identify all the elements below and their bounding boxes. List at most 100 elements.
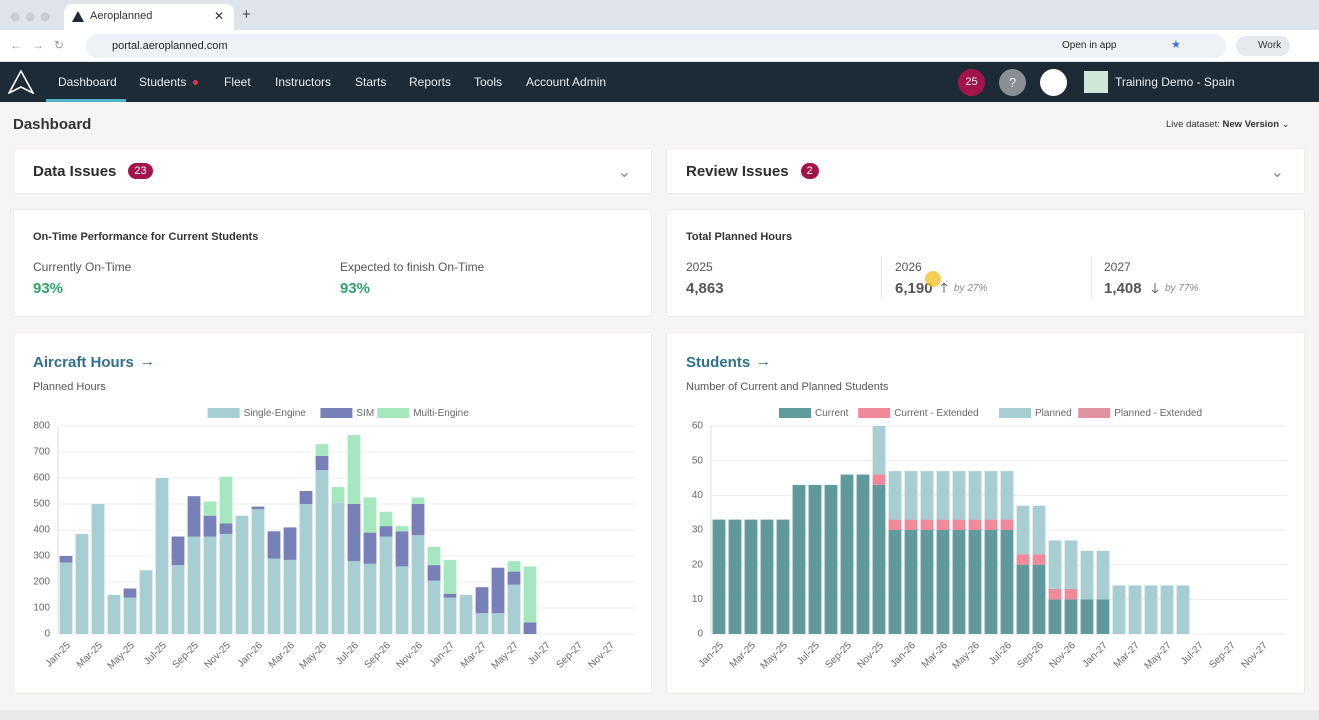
browser-tab[interactable]: Aeroplanned ✕ [64,4,234,30]
nav-arrows[interactable]: ← → ↻ [10,38,65,52]
bar-segment [984,530,998,634]
bar-segment [712,519,726,634]
help[interactable]: ? [999,69,1026,96]
new-tab[interactable]: + [242,6,251,23]
chart-link-arrow[interactable]: → [140,353,155,370]
bar-segment [888,519,902,530]
organization[interactable]: Training Demo - Spain [1115,75,1235,89]
legend-label: Single-Engine [244,408,307,419]
profile-chip[interactable]: Work [1236,36,1290,56]
nav-item[interactable]: Reports [409,75,452,89]
bar-segment [920,519,934,530]
bar-segment [251,509,265,634]
address-bar: ← → ↻ portal.aeroplanned.com Open in app… [0,30,1319,62]
x-tick-label: Nov-27 [1239,640,1270,671]
bar-segment [251,506,265,510]
nav-item[interactable]: Instructors [275,75,332,89]
x-tick-label: May-26 [951,640,983,672]
bar-segment [203,501,217,516]
tab-close[interactable]: ✕ [213,9,224,23]
issues-card[interactable]: Data Issues 23 ⌄ [13,148,652,194]
y-tick-label: 0 [44,629,50,640]
bar-segment [347,561,361,634]
bar-segment [507,584,521,634]
issues-title: Data Issues [33,163,117,180]
bar-segment [139,570,153,634]
bar-segment [59,562,73,634]
bar-segment [920,530,934,634]
nav-item[interactable]: Starts [355,75,387,89]
y-tick-label: 20 [692,559,704,570]
x-tick-label: Jul-27 [526,640,553,667]
chart: 0 100 200 300 400 500 600 700 800 Single-Engine SI… [33,408,634,672]
y-tick-label: 400 [33,525,50,536]
legend-swatch [779,408,811,418]
open-in-app[interactable]: Open in app [1062,40,1117,51]
bar-segment [968,519,982,530]
bar-segment [75,533,89,634]
x-tick-label: Jul-26 [334,640,361,667]
bar-segment [888,530,902,634]
bar-segment [936,519,950,530]
on-time-card: On-Time Performance for Current Students… [13,209,652,317]
legend-label: SIM [356,408,374,419]
bar-segment [728,519,742,634]
chevron[interactable]: ⌄ [617,164,631,181]
bar-segment [1048,588,1062,600]
bar-segment [219,523,233,534]
bar-segment [171,536,185,566]
bar-segment [315,455,329,471]
dataset-value: New Version [1222,119,1280,130]
bar-segment [219,476,233,524]
year-label: 2027 [1104,260,1131,274]
scrollbar [0,710,1319,720]
bar-segment [411,504,425,536]
chevron[interactable]: ⌄ [1270,164,1284,181]
bar-segment [395,531,409,567]
chart-title[interactable]: Aircraft Hours [33,354,134,371]
bar-segment [171,565,185,634]
bar-segment [744,519,758,634]
metric-value: 93% [33,280,64,297]
card-title: On-Time Performance for Current Students [33,231,259,243]
bar-segment [872,484,886,634]
bar-segment [952,530,966,634]
chart-link-arrow[interactable]: → [756,353,771,370]
url-field[interactable]: portal.aeroplanned.com Open in app ★ [86,34,1226,58]
nav-item[interactable]: Fleet [224,75,251,89]
legend-swatch [377,408,410,418]
nav-bar: Dashboard Students Fleet Instructors Sta… [0,62,1319,102]
x-tick-label: Sep-27 [1207,640,1238,671]
y-tick-label: 10 [692,594,704,605]
bar-segment [1128,585,1142,634]
dataset-selector[interactable]: Live dataset: New Version ⌄ [1166,119,1290,130]
bar-segment [968,530,982,634]
nav-item[interactable]: Students [139,75,187,89]
bar-segment [872,426,886,475]
issues-card[interactable]: Review Issues 2 ⌄ [666,148,1305,194]
bar-segment [1016,554,1030,565]
nav-item[interactable]: Account Admin [526,75,607,89]
bar-segment [155,478,169,634]
chart-title[interactable]: Students [686,354,751,371]
x-tick-label: Jan-26 [236,640,266,670]
x-tick-label: Jul-26 [987,640,1014,667]
bar-segment [1160,585,1174,634]
nav-item[interactable]: Tools [474,75,503,89]
x-tick-label: May-27 [490,640,522,672]
x-tick-label: Mar-26 [920,640,950,670]
x-tick-label: Jan-27 [428,640,458,670]
notifications[interactable]: 25 [958,69,985,96]
logo[interactable] [8,70,34,94]
bar-segment [475,613,489,634]
bar-segment [315,470,329,634]
divider [1091,256,1092,298]
bookmark-star[interactable]: ★ [1171,39,1181,51]
bar-segment [808,484,822,634]
bar-segment [331,487,345,503]
avatar[interactable] [1040,69,1067,96]
up-arrow [940,283,948,293]
nav-item[interactable]: Dashboard [58,75,117,89]
bar-segment [1032,564,1046,634]
